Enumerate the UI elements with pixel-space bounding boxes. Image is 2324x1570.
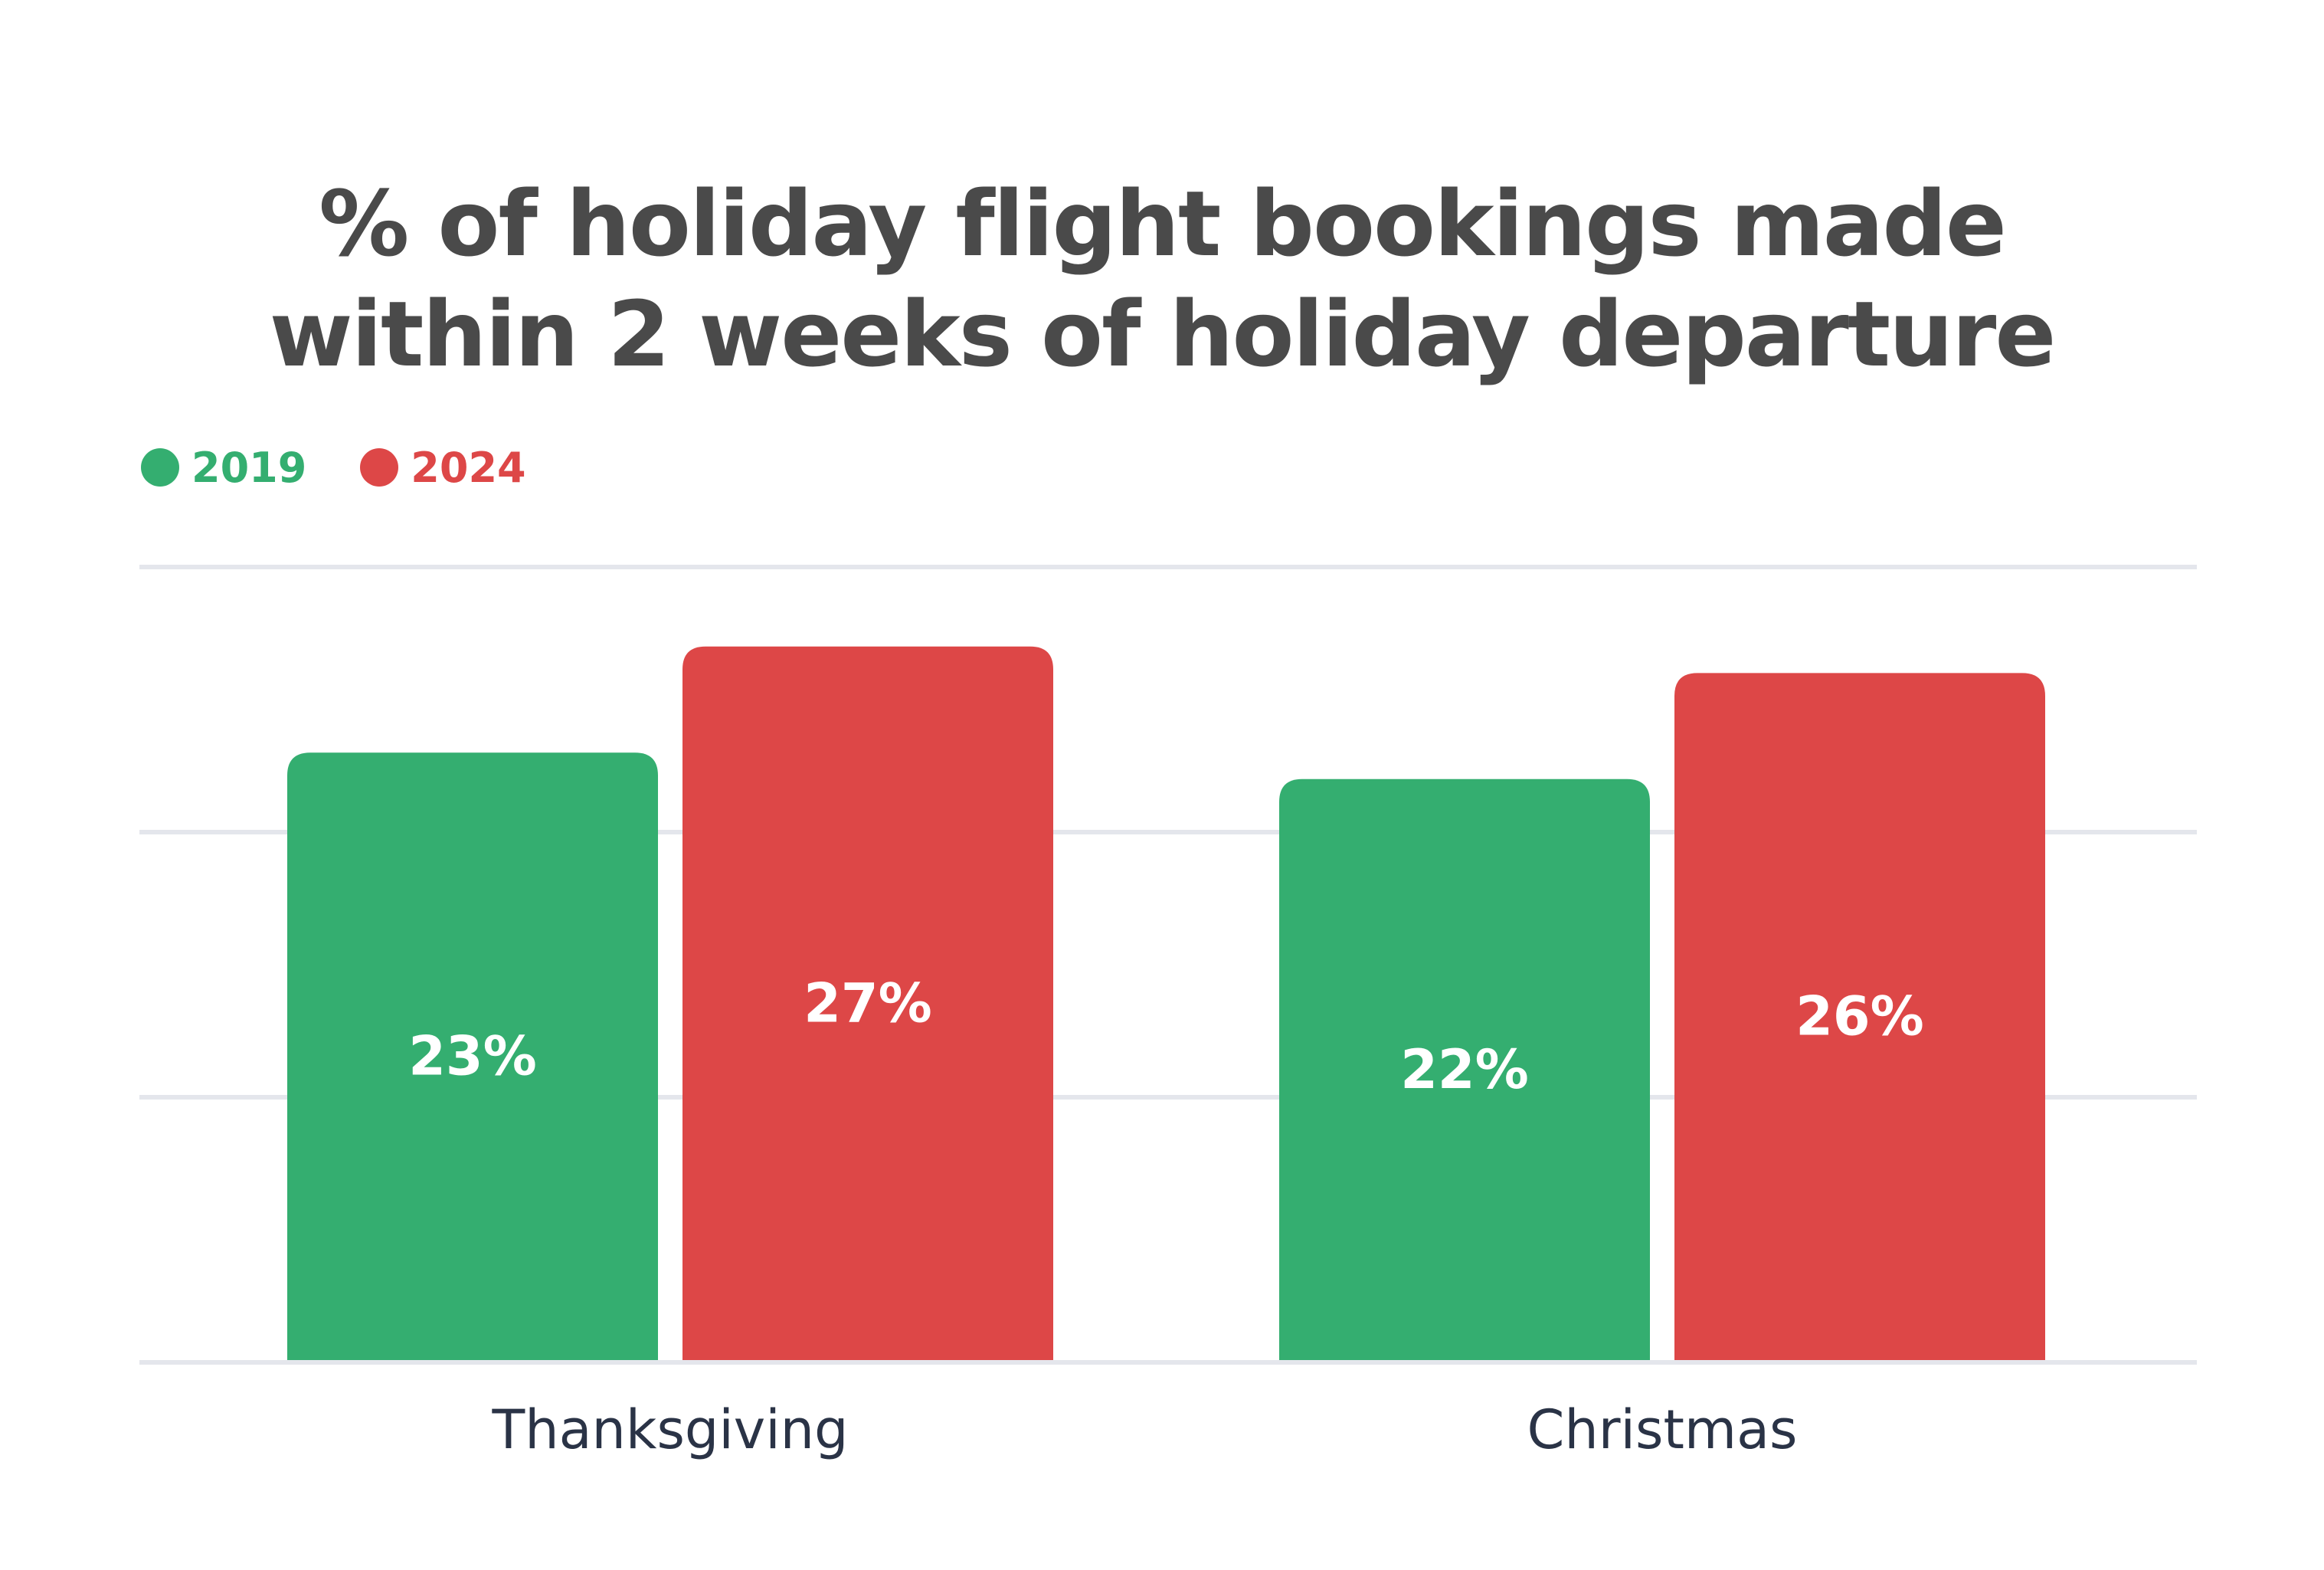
chart-title: % of holiday flight bookings made within…: [0, 169, 2324, 389]
data-label-christmas-2024: 26%: [1795, 985, 1924, 1048]
bar-thanksgiving-2019[interactable]: [287, 752, 658, 1360]
data-label-thanksgiving-2024: 27%: [804, 972, 932, 1034]
data-label-thanksgiving-2019: 23%: [408, 1025, 537, 1088]
chart-title-line-1: % of holiday flight bookings made: [319, 171, 2007, 277]
bar-thanksgiving-2024[interactable]: [682, 646, 1053, 1360]
legend-dot-2019: [141, 448, 179, 487]
legend-item-2019[interactable]: 2019: [141, 444, 306, 492]
legend-label-2019: 2019: [191, 443, 307, 492]
x-tick-label-thanksgiving: Thanksgiving: [492, 1398, 849, 1461]
legend-dot-2024: [360, 448, 399, 487]
bar-christmas-2024[interactable]: [1674, 673, 2045, 1360]
x-tick-label-christmas: Christmas: [1527, 1398, 1798, 1461]
data-label-christmas-2019: 22%: [1400, 1038, 1529, 1101]
bar-christmas-2019[interactable]: [1279, 778, 1650, 1360]
legend-label-2024: 2024: [411, 443, 526, 492]
legend: 2019 2024: [141, 441, 580, 494]
legend-item-2024[interactable]: 2024: [360, 443, 526, 492]
chart-title-line-2: within 2 weeks of holiday departure: [269, 281, 2057, 387]
